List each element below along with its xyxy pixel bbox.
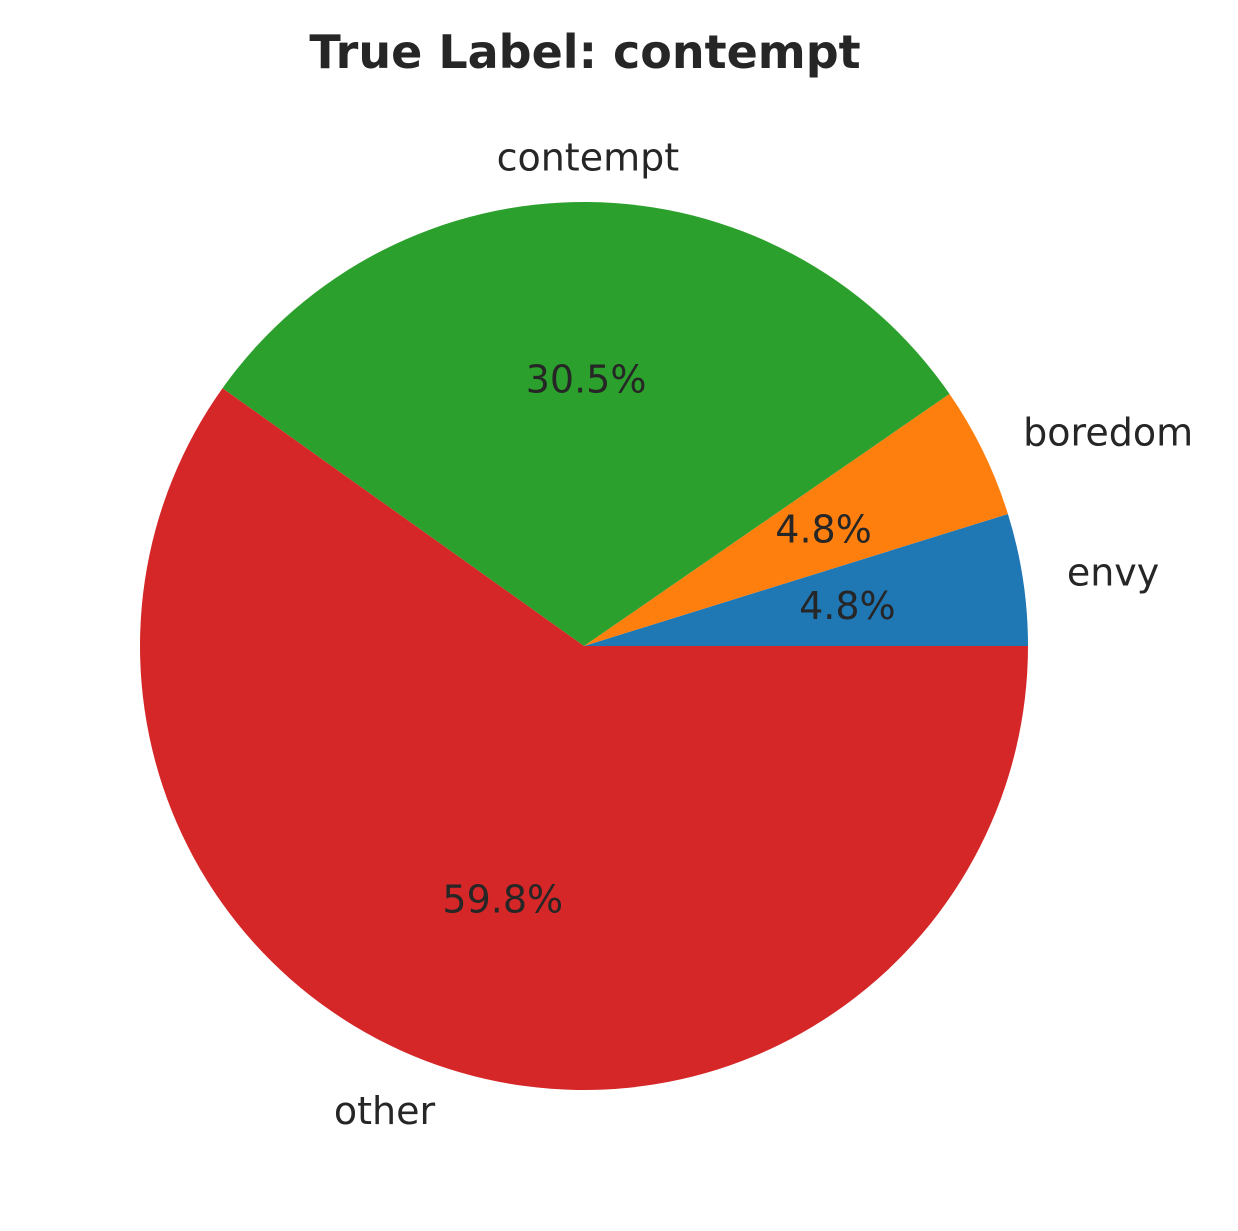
slice-percent-other: 59.8% <box>442 878 563 922</box>
pie-labels: envy 4.8% boredom 4.8% contempt 30.5% other 59.… <box>334 136 1193 1134</box>
slice-label-boredom: boredom <box>1023 410 1193 454</box>
slice-percent-boredom: 4.8% <box>775 507 872 551</box>
chart-title: True Label: contempt <box>309 25 860 79</box>
pie-slice-boredom <box>584 393 1008 646</box>
pie-slice-other <box>140 388 1029 1090</box>
pie-slices <box>140 202 1029 1090</box>
slice-label-other: other <box>334 1089 436 1133</box>
slice-percent-envy: 4.8% <box>799 584 896 628</box>
slice-label-contempt: contempt <box>497 136 680 180</box>
slice-percent-contempt: 30.5% <box>526 358 647 402</box>
slice-label-envy: envy <box>1067 551 1159 595</box>
pie-slice-envy <box>584 513 1028 646</box>
pie-slice-contempt <box>222 202 950 647</box>
